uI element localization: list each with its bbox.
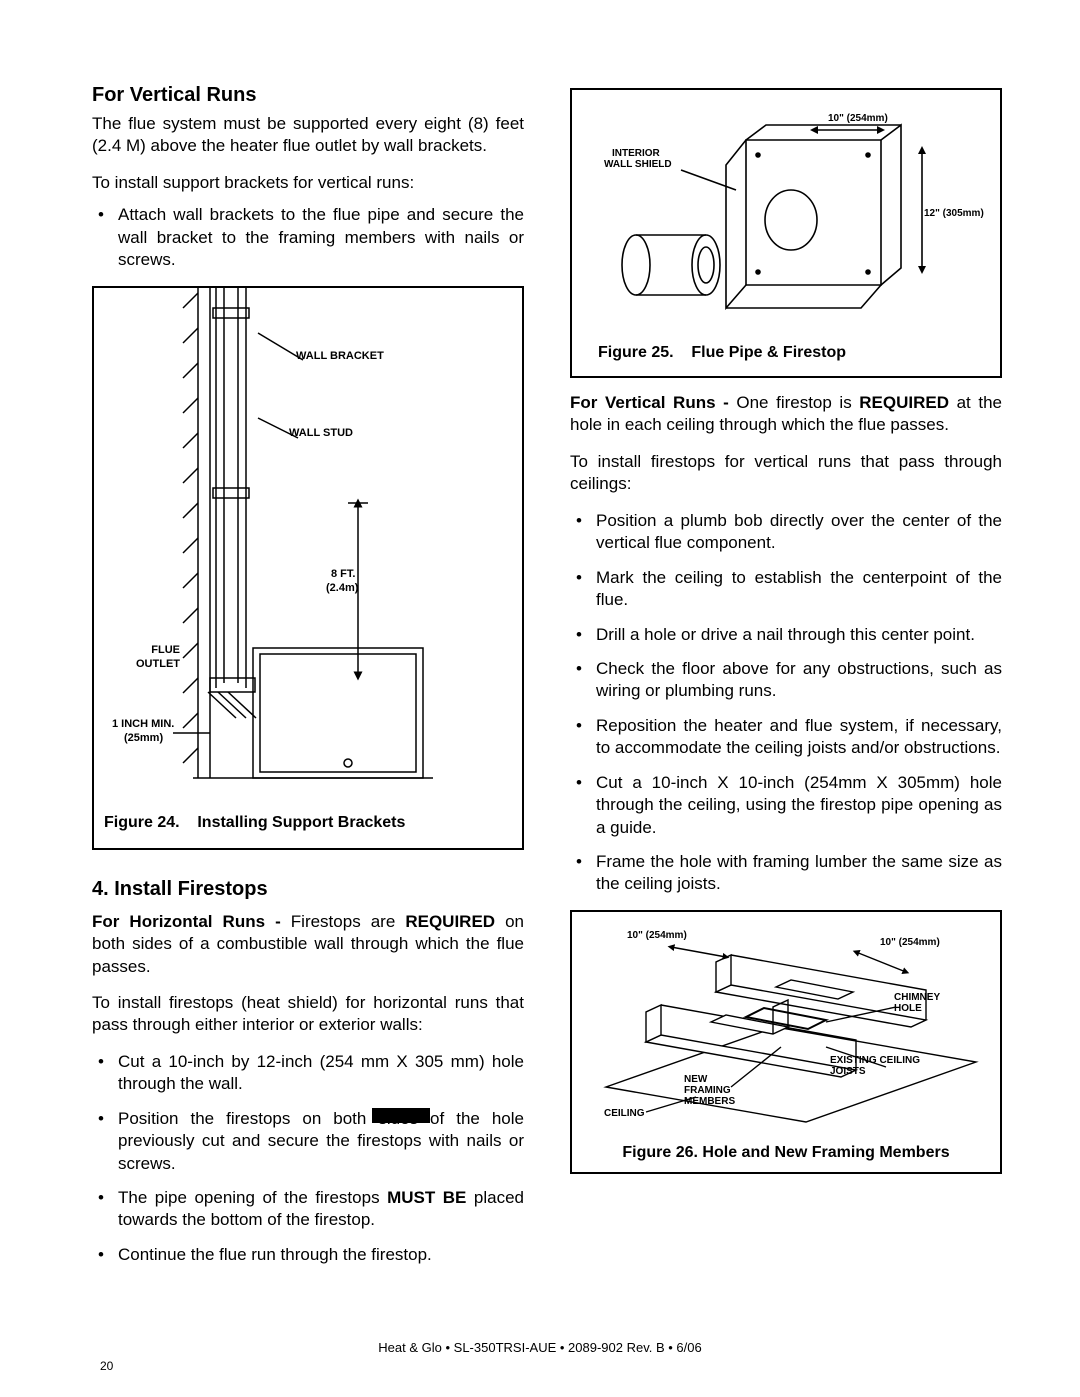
label-chimney: CHIMNEY [894,992,940,1003]
list-item: Check the floor above for any obstructio… [570,658,1002,703]
page-number: 20 [100,1359,113,1373]
label-1inch-m: (25mm) [124,732,163,744]
para-horizontal-runs: For Horizontal Runs - Firestops are REQU… [92,911,524,978]
figure-26: 10" (254mm) 10" (254mm) CHIMNEY HOLE NEW… [570,910,1002,1174]
columns: For Vertical Runs The flue system must b… [92,84,1002,1280]
label-12in: 12" (305mm) [924,208,984,219]
label-10b: 10" (254mm) [880,937,940,948]
list-item: Position the firestops on both sides of … [92,1108,524,1175]
bold-vruns: For Vertical Runs - [570,393,736,412]
figure-26-diagram: 10" (254mm) 10" (254mm) CHIMNEY HOLE NEW… [572,912,1000,1134]
label-framing: FRAMING [684,1085,731,1096]
left-column: For Vertical Runs The flue system must b… [92,84,524,1280]
label-10a: 10" (254mm) [627,930,687,941]
heading-vertical-runs: For Vertical Runs [92,84,524,107]
page: For Vertical Runs The flue system must b… [0,0,1080,1397]
list-item: Continue the flue run through the firest… [92,1244,524,1266]
label-flue: FLUE [120,644,180,656]
label-8ft: 8 FT. [331,568,355,580]
list-item: Position a plumb bob directly over the c… [570,510,1002,555]
label-members: MEMBERS [684,1096,735,1107]
label-8ft-m: (2.4m) [326,582,358,594]
bold-required-2: REQUIRED [859,393,949,412]
list-support: Attach wall brackets to the flue pipe an… [92,204,524,271]
span-mustbe-a: The pipe opening of the firestops [118,1188,387,1207]
list-item: Cut a 10-inch X 10-inch (254mm X 305mm) … [570,772,1002,839]
list-item-text: Position the firestops on both sides of … [118,1109,524,1173]
figure-24-caption: Figure 24. Installing Support Brackets [94,804,522,840]
list-item: Attach wall brackets to the flue pipe an… [92,204,524,271]
list-firestops: Cut a 10-inch by 12-inch (254 mm X 305 m… [92,1051,524,1267]
figure-24: WALL BRACKET WALL STUD 8 FT. (2.4m) FLUE… [92,286,524,850]
heading-install-firestops: 4. Install Firestops [92,878,524,901]
figure-24-diagram: WALL BRACKET WALL STUD 8 FT. (2.4m) FLUE… [94,288,522,804]
label-wall-stud: WALL STUD [289,427,353,439]
para-vruns-required: For Vertical Runs - One firestop is REQU… [570,392,1002,437]
figure-25-title: Flue Pipe & Firestop [691,344,846,361]
label-interior: INTERIOR [612,148,660,159]
figure-24-title: Installing Support Brackets [197,814,405,831]
span-hruns-b: Firestops are [291,912,406,931]
list-item: The pipe opening of the firestops MUST B… [92,1187,524,1232]
figure-25-diagram: INTERIOR WALL SHIELD 10" (254mm) 12" (30… [572,90,1000,334]
figure-25-caption: Figure 25. Flue Pipe & Firestop [572,334,1000,370]
page-footer: Heat & Glo • SL-350TRSI-AUE • 2089-902 R… [0,1340,1080,1355]
para-install-vruns: To install firestops for vertical runs t… [570,451,1002,496]
figure-25: INTERIOR WALL SHIELD 10" (254mm) 12" (30… [570,88,1002,378]
label-10in: 10" (254mm) [828,113,888,124]
para-install-support: To install support brackets for vertical… [92,172,524,194]
label-wall-bracket: WALL BRACKET [296,350,384,362]
label-1inch: 1 INCH MIN. [112,718,174,730]
list-vruns: Position a plumb bob directly over the c… [570,510,1002,896]
bold-hruns: For Horizontal Runs - [92,912,291,931]
span-vruns-b: One firestop is [736,393,859,412]
para-support: The flue system must be supported every … [92,113,524,158]
right-column: INTERIOR WALL SHIELD 10" (254mm) 12" (30… [570,84,1002,1280]
list-item: Drill a hole or drive a nail through thi… [570,624,1002,646]
figure-25-num: Figure 25. [598,344,674,361]
list-item: Cut a 10-inch by 12-inch (254 mm X 305 m… [92,1051,524,1096]
list-item: Reposition the heater and flue system, i… [570,715,1002,760]
list-item: Mark the ceiling to establish the center… [570,567,1002,612]
label-outlet: OUTLET [112,658,180,670]
label-new: NEW [684,1074,707,1085]
list-item: Frame the hole with framing lumber the s… [570,851,1002,896]
para-install-firestops: To install firestops (heat shield) for h… [92,992,524,1037]
figure-24-num: Figure 24. [104,814,180,831]
label-joists: JOISTS [830,1066,866,1077]
label-existing: EXISTING CEILING [830,1055,920,1066]
redaction-mask [372,1108,430,1123]
bold-required: REQUIRED [405,912,495,931]
label-hole: HOLE [894,1003,922,1014]
label-wall-shield: WALL SHIELD [604,159,672,170]
figure-26-caption: Figure 26. Hole and New Framing Members [572,1134,1000,1170]
label-ceiling: CEILING [604,1108,645,1119]
bold-mustbe: MUST BE [387,1188,466,1207]
